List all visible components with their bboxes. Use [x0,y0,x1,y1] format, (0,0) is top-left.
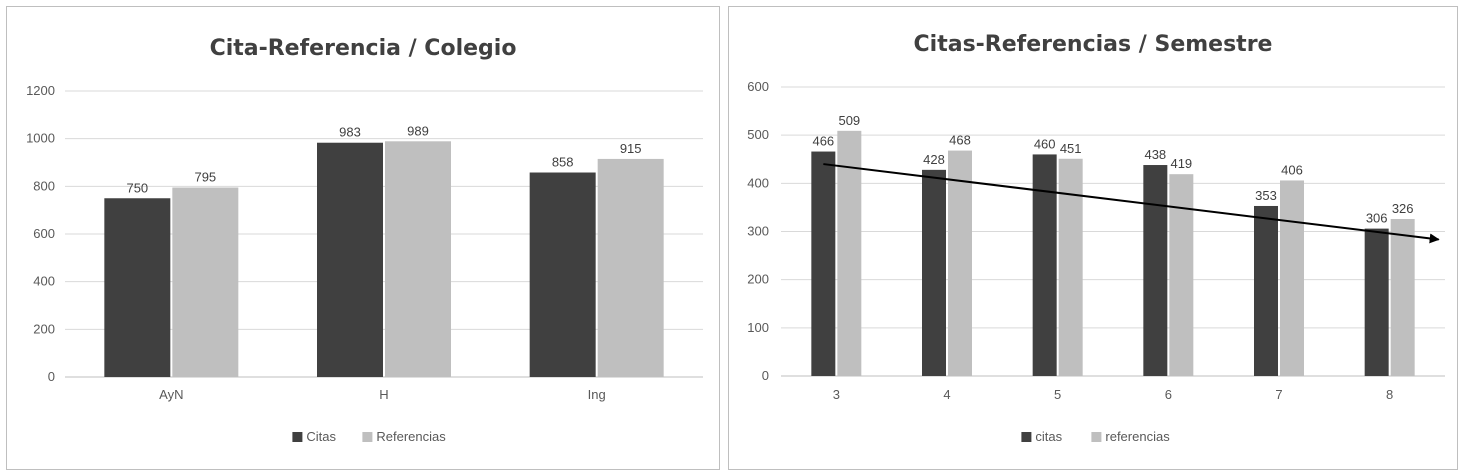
y-tick-label: 1200 [26,83,55,98]
y-tick-label: 600 [33,226,55,241]
y-tick-label: 600 [747,79,769,94]
bar-citas-3 [811,151,836,376]
chart-panel-colegio: Cita-Referencia / Colegio 0 200 400 600 800 1… [6,6,720,470]
x-tick-label: 6 [1165,387,1172,402]
bar-referencias-5 [1058,158,1083,376]
data-label: 983 [339,125,361,140]
chart-title: Citas-Referencias / Semestre [914,32,1273,57]
y-tick-label: 400 [747,175,769,190]
trend-arrow [823,163,1440,244]
chart-colegio: Cita-Referencia / Colegio 0 200 400 600 800 1… [26,36,703,444]
data-label: 438 [1144,147,1166,162]
x-tick-label: 8 [1386,387,1393,402]
x-tick-label: 3 [833,387,840,402]
y-tick-label: 200 [747,272,769,287]
bar-citas-5 [1032,154,1057,376]
data-label: 419 [1170,156,1192,171]
data-label: 306 [1366,211,1388,226]
data-label: 858 [552,155,574,170]
data-label: 326 [1392,201,1414,216]
data-label: 353 [1255,188,1277,203]
bar-referencias-6 [1169,174,1194,376]
y-tick-label: 1000 [26,131,55,146]
chart-semestre: Citas-Referencias / Semestre 0 100 200 300 4… [747,32,1445,444]
legend-label-citas: citas [1035,429,1062,444]
x-tick-label: 7 [1275,387,1282,402]
legend-swatch-referencias [1091,432,1102,442]
data-label: 915 [620,141,642,156]
data-label: 509 [838,113,860,128]
y-tick-label: 200 [33,321,55,336]
bar-citas-7 [1254,205,1278,376]
data-label: 460 [1034,136,1056,151]
bar-referencias-7 [1280,180,1304,376]
data-label: 795 [194,170,216,185]
data-label: 406 [1281,162,1303,177]
x-tick-label: H [379,387,388,402]
y-tick-label: 0 [762,368,769,383]
x-tick-label: AyN [159,387,183,402]
bar-citas-h [317,142,383,377]
data-label: 750 [126,180,148,195]
legend-swatch-citas [1021,432,1032,442]
x-tick-label: Ing [588,387,606,402]
bar-referencias-4 [948,150,972,376]
y-tick-label: 500 [747,127,769,142]
bar-citas-4 [922,169,946,376]
y-tick-label: 0 [48,369,55,384]
bar-referencias-8 [1390,218,1415,376]
legend-swatch-citas [292,432,303,442]
data-label: 468 [949,133,971,148]
legend-swatch-referencias [362,432,373,442]
x-tick-label: 5 [1054,387,1061,402]
bar-citas-ayn [104,198,171,377]
y-tick-label: 300 [747,224,769,239]
data-label: 451 [1060,141,1082,156]
bar-referencias-ayn [172,187,239,377]
y-tick-label: 400 [33,274,55,289]
legend-label-citas: Citas [306,429,336,444]
data-label: 428 [923,152,945,167]
legend-label-referencias: Referencias [376,429,446,444]
bar-referencias-h [385,141,451,377]
y-tick-label: 800 [33,178,55,193]
data-label: 989 [407,123,429,138]
chart-title: Cita-Referencia / Colegio [210,36,517,61]
bar-referencias-ing [597,158,664,377]
chart-panel-semestre: Citas-Referencias / Semestre 0 100 200 300 4… [728,6,1458,470]
bar-citas-8 [1364,228,1389,376]
bar-citas-6 [1143,165,1168,376]
legend-label-referencias: referencias [1105,429,1170,444]
bar-citas-ing [529,172,596,377]
bar-referencias-3 [837,130,862,376]
x-tick-label: 4 [943,387,950,402]
data-label: 466 [812,134,834,149]
y-tick-label: 100 [747,320,769,335]
